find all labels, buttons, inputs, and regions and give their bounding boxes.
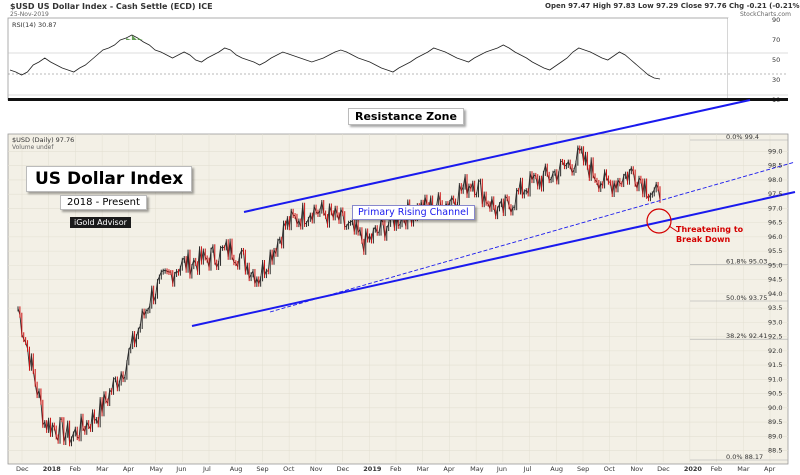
x-tick-label: Jul — [202, 465, 211, 473]
x-tick-label: Dec — [657, 465, 670, 473]
ohlc-line: Open 97.47 High 97.83 Low 97.29 Close 97… — [545, 2, 800, 10]
y-tick-label: 92.5 — [768, 333, 782, 341]
x-tick-label: Feb — [390, 465, 402, 473]
x-tick-label: Apr — [123, 465, 135, 473]
breakdown-pointer — [668, 225, 679, 233]
resistance-zone-band — [8, 98, 788, 101]
brand-label: iGold Advisor — [70, 217, 131, 228]
x-tick-label: Mar — [417, 465, 430, 473]
breakdown-label: Threatening to Break Down — [676, 225, 744, 244]
x-tick-label: Aug — [230, 465, 243, 473]
y-tick-label: 96.5 — [768, 219, 782, 227]
price-y-axis: 99.0 98.5 98.0 97.5 97.0 96.5 96.0 95.5 95.0 94.5… — [768, 147, 782, 454]
x-tick-label: Dec — [16, 465, 29, 473]
fib-label: 38.2% 92.41 — [726, 332, 767, 340]
x-tick-label: Nov — [630, 465, 643, 473]
x-tick-label: Oct — [604, 465, 616, 473]
x-tick-label: 2020 — [684, 465, 703, 473]
fibonacci-lines: 0.0% 99.4 61.8% 95.03 50.0% 93.75 38.2% 92.… — [690, 133, 788, 461]
x-tick-label: 2018 — [43, 465, 62, 473]
rsi-label: RSI(14) 30.87 — [12, 21, 57, 29]
x-tick-label: Sep — [577, 465, 589, 473]
rsi-scale-label: 30 — [772, 76, 780, 84]
x-tick-label: Aug — [550, 465, 563, 473]
fib-label: 61.8% 95.03 — [726, 258, 767, 266]
resistance-zone-label: Resistance Zone — [348, 108, 464, 125]
y-tick-label: 94.0 — [768, 290, 782, 298]
y-tick-label: 97.0 — [768, 204, 782, 212]
price-x-axis: Dec 2018 Feb Mar Apr May Jun Jul Aug Sep Oct Nov Dec… — [16, 465, 776, 473]
y-tick-label: 89.0 — [768, 432, 782, 440]
y-tick-label: 93.5 — [768, 304, 782, 312]
x-tick-label: Sep — [256, 465, 268, 473]
y-tick-label: 95.0 — [768, 261, 782, 269]
y-tick-label: 90.5 — [768, 390, 782, 398]
x-tick-label: Nov — [310, 465, 323, 473]
site-label: StockCharts.com — [740, 11, 791, 18]
channel-lower-line — [191, 191, 796, 327]
channel-label: Primary Rising Channel — [352, 205, 475, 220]
chart-title: US Dollar Index — [26, 166, 193, 192]
y-tick-label: 96.0 — [768, 233, 782, 241]
y-tick-label: 90.0 — [768, 404, 782, 412]
volume-label: Volume undef — [12, 144, 54, 151]
y-tick-label: 88.5 — [768, 447, 782, 455]
x-tick-label: Dec — [337, 465, 350, 473]
y-tick-label: 93.0 — [768, 318, 782, 326]
fib-label: 0.0% 88.17 — [726, 453, 763, 461]
rsi-scale-label: 50 — [772, 56, 780, 64]
rsi-panel — [7, 17, 729, 101]
fib-label: 0.0% 99.4 — [726, 133, 759, 141]
y-tick-label: 97.5 — [768, 190, 782, 198]
rsi-scale-label: 90 — [772, 16, 780, 24]
x-tick-label: Apr — [443, 465, 455, 473]
rsi-line — [9, 34, 661, 80]
x-tick-label: Feb — [711, 465, 723, 473]
y-tick-label: 98.5 — [768, 162, 782, 170]
date-line: 25-Nov-2019 — [10, 11, 49, 18]
y-tick-label: 99.0 — [768, 147, 782, 155]
fib-label: 50.0% 93.75 — [726, 294, 767, 302]
x-tick-label: 2019 — [363, 465, 382, 473]
x-tick-label: Oct — [283, 465, 295, 473]
x-tick-label: Jun — [496, 465, 507, 473]
y-tick-label: 92.0 — [768, 347, 782, 355]
rsi-overbought-fill — [126, 35, 143, 40]
y-tick-label: 98.0 — [768, 176, 782, 184]
x-tick-label: May — [150, 465, 164, 473]
x-tick-label: Feb — [69, 465, 81, 473]
y-tick-label: 94.5 — [768, 276, 782, 284]
x-tick-label: Jul — [523, 465, 532, 473]
x-tick-label: Mar — [96, 465, 109, 473]
y-tick-label: 95.5 — [768, 247, 782, 255]
breakdown-circle — [646, 208, 672, 234]
symbol-line: $USD US Dollar Index - Cash Settle (ECD)… — [10, 2, 213, 11]
x-tick-label: Apr — [764, 465, 776, 473]
chart-subtitle: 2018 - Present — [60, 195, 147, 210]
y-tick-label: 91.5 — [768, 361, 782, 369]
x-tick-label: Mar — [737, 465, 750, 473]
price-label: $USD (Daily) 97.76 — [12, 136, 75, 144]
rsi-scale-label: 70 — [772, 36, 780, 44]
channel-upper-line — [243, 99, 751, 213]
x-tick-label: May — [470, 465, 484, 473]
x-tick-label: Jun — [175, 465, 186, 473]
channel-midline — [269, 161, 796, 313]
rsi-scale-area — [728, 18, 788, 100]
y-tick-label: 89.5 — [768, 418, 782, 426]
y-tick-label: 91.0 — [768, 375, 782, 383]
price-candles — [17, 145, 661, 447]
